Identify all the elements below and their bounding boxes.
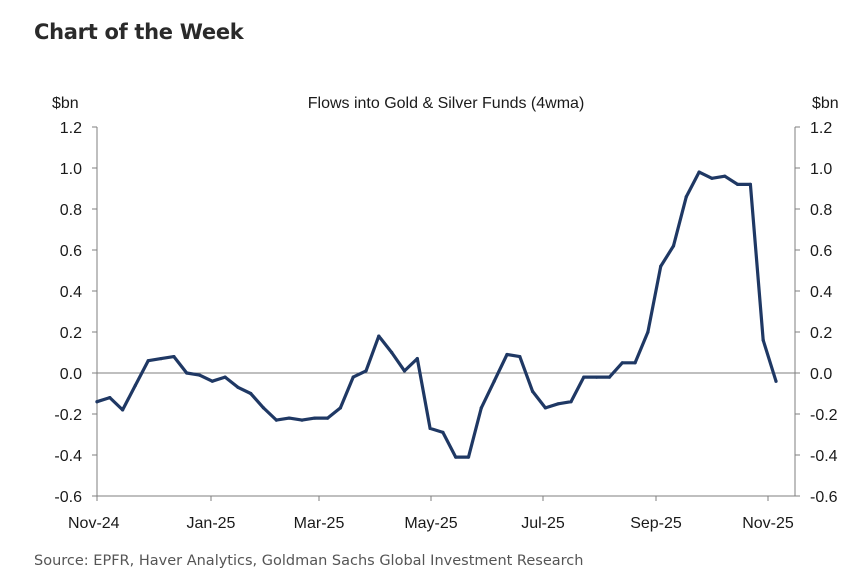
axes: 1.2 1.2 1.0 1.0 0.8 0.8 0.6 0.6 0.4 0.4 0.2 0.2 0.0 0… <box>54 120 837 532</box>
data-point <box>646 330 650 334</box>
y-tick-label-left: 0.0 <box>60 366 82 383</box>
data-point <box>300 418 304 422</box>
data-point <box>505 352 509 357</box>
x-tick-label: Nov-25 <box>742 515 794 532</box>
data-point <box>172 355 176 359</box>
data-point <box>197 373 202 377</box>
data-point <box>697 170 701 174</box>
data-point <box>133 383 137 387</box>
x-tick-label: Mar-25 <box>294 515 345 532</box>
data-point <box>95 400 99 404</box>
y-tick-label-right: 0.2 <box>810 325 832 342</box>
y-tick-label-left: 0.4 <box>60 284 82 301</box>
source-note: Source: EPFR, Haver Analytics, Goldman S… <box>34 553 584 569</box>
data-point <box>274 418 278 422</box>
y-tick-label-left: -0.2 <box>54 407 82 424</box>
data-point <box>620 361 624 365</box>
data-point <box>377 334 381 338</box>
data-point <box>736 182 740 186</box>
data-point <box>287 416 291 420</box>
y-tick-label-right: 0.0 <box>810 366 832 383</box>
data-point <box>261 406 266 410</box>
x-tick-label: Nov-24 <box>68 515 120 532</box>
data-point <box>402 369 407 373</box>
data-point <box>415 357 419 361</box>
data-point <box>338 406 342 410</box>
data-point <box>569 400 573 404</box>
data-point <box>441 430 445 434</box>
data-point <box>633 361 637 365</box>
data-point <box>364 369 368 373</box>
data-point <box>479 406 483 410</box>
data-point <box>607 375 612 379</box>
y-tick-label-right: -0.4 <box>810 448 838 465</box>
data-point <box>761 338 765 342</box>
data-point <box>671 244 676 248</box>
y-tick-label-left: 1.2 <box>60 120 82 137</box>
y-axis-unit-right: $bn <box>812 95 839 112</box>
data-point <box>774 379 778 383</box>
y-tick-label-right: 0.6 <box>810 243 832 260</box>
data-point <box>454 455 458 459</box>
data-point <box>390 350 394 355</box>
chart-title: Flows into Gold & Silver Funds (4wma) <box>308 95 585 112</box>
data-point <box>428 426 432 430</box>
y-tick-label-right: -0.2 <box>810 407 838 424</box>
data-point <box>748 182 753 186</box>
data-point <box>236 385 240 389</box>
data-point <box>146 359 150 363</box>
data-point <box>185 371 189 375</box>
y-tick-label-right: 1.0 <box>810 161 832 178</box>
y-tick-label-left: -0.6 <box>54 489 82 506</box>
data-point <box>710 176 714 180</box>
data-point <box>159 357 163 361</box>
page-heading: Chart of the Week <box>34 20 244 44</box>
x-tick-label: Sep-25 <box>630 515 682 532</box>
y-axis-unit-left: $bn <box>52 95 79 112</box>
data-point <box>313 416 317 420</box>
x-tick-label: Jan-25 <box>187 515 236 532</box>
y-tick-label-right: 0.8 <box>810 202 832 219</box>
x-tick-label: May-25 <box>404 515 457 532</box>
y-tick-label-right: 0.4 <box>810 284 832 301</box>
data-point <box>556 402 560 406</box>
y-tick-label-left: 1.0 <box>60 161 82 178</box>
data-point <box>492 379 496 383</box>
y-tick-label-right: -0.6 <box>810 489 838 506</box>
data-point <box>223 375 227 379</box>
data-point <box>466 455 471 459</box>
y-tick-label-left: -0.4 <box>54 448 82 465</box>
data-point <box>351 375 355 379</box>
y-tick-label-right: 1.2 <box>810 120 832 137</box>
data-point <box>121 408 125 412</box>
y-tick-label-left: 0.6 <box>60 243 82 260</box>
data-point <box>543 406 548 410</box>
data-point <box>659 264 663 268</box>
data-point <box>723 174 727 178</box>
data-point <box>108 396 112 400</box>
data-point <box>326 416 330 420</box>
data-point <box>582 375 586 379</box>
y-tick-label-left: 0.8 <box>60 202 82 219</box>
data-point <box>518 355 522 359</box>
data-point <box>595 375 599 379</box>
data-point <box>684 195 688 199</box>
series-layer <box>95 170 778 459</box>
series-line <box>95 170 778 459</box>
data-point <box>210 379 214 383</box>
data-point <box>249 391 253 396</box>
flows-line-chart: Flows into Gold & Silver Funds (4wma) $b… <box>52 95 839 532</box>
x-tick-label: Jul-25 <box>521 515 565 532</box>
y-tick-label-left: 0.2 <box>60 325 82 342</box>
data-point <box>531 389 535 393</box>
